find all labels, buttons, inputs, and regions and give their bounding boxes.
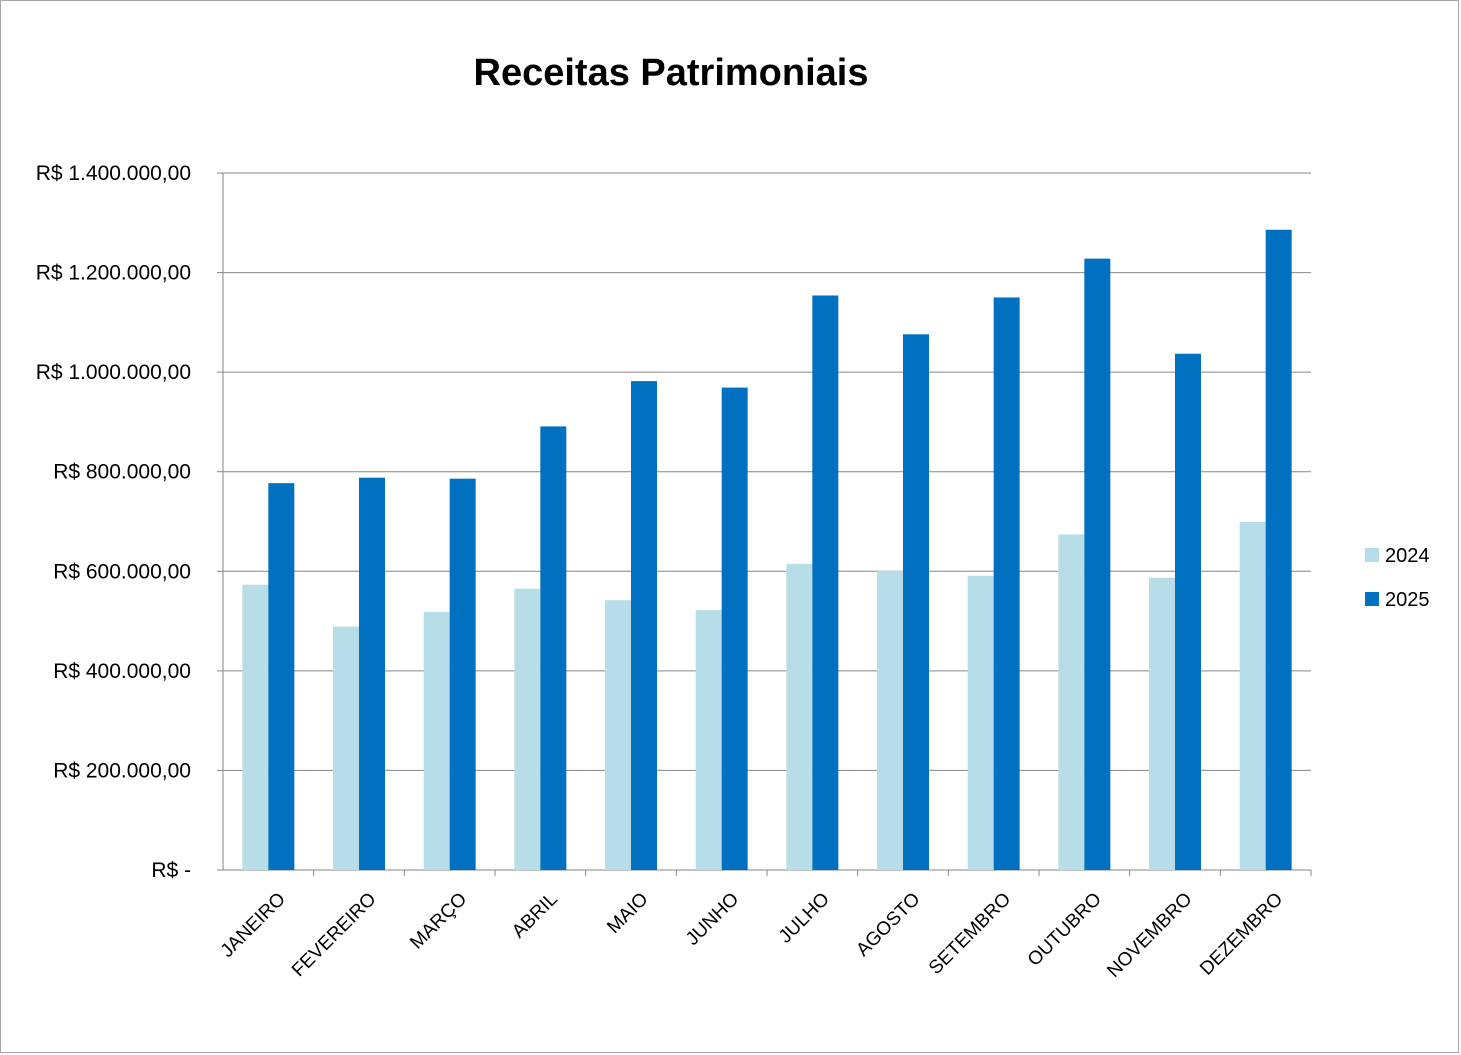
y-tick-labels: R$ - R$ 200.000,00 R$ 400.000,00 R$ 600.000… xyxy=(36,162,191,882)
bar-2025-janeiro xyxy=(268,483,295,870)
x-tick-label: JANEIRO xyxy=(217,889,290,962)
y-tick-label: R$ 600.000,00 xyxy=(53,560,191,583)
bar-2024-novembro xyxy=(1149,577,1175,870)
legend-swatch-2024 xyxy=(1365,548,1379,562)
bar-2025-junho xyxy=(721,387,748,870)
bar-2024-maio xyxy=(605,600,631,870)
bar-2025-novembro xyxy=(1175,353,1201,870)
x-tick-label: MAIO xyxy=(603,889,652,938)
bar-2024-agosto xyxy=(877,570,903,870)
y-tick-label: R$ 1.000.000,00 xyxy=(36,361,191,384)
y-tick-label: R$ 400.000,00 xyxy=(53,660,191,683)
x-tick-label: DEZEMBRO xyxy=(1196,889,1287,980)
bar-2024-setembro xyxy=(967,575,994,870)
chart-title: Receitas Patrimoniais xyxy=(474,52,869,94)
legend-swatch-2025 xyxy=(1365,592,1379,606)
y-tick-label: R$ 1.400.000,00 xyxy=(36,162,191,185)
legend-label-2024: 2024 xyxy=(1385,545,1430,567)
bar-2024-julho xyxy=(786,563,813,870)
bars xyxy=(242,229,1292,870)
y-tick-label: R$ 200.000,00 xyxy=(53,759,191,782)
bar-2024-janeiro xyxy=(242,584,269,870)
bar-2025-março xyxy=(449,478,476,870)
bar-2025-setembro xyxy=(993,297,1020,870)
legend-label-2025: 2025 xyxy=(1385,589,1430,611)
bar-2024-junho xyxy=(695,610,722,870)
bar-2025-agosto xyxy=(903,334,929,870)
legend: 2024 2025 xyxy=(1365,545,1430,611)
x-tick-label: JUNHO xyxy=(682,889,743,950)
bar-2024-outubro xyxy=(1058,534,1085,870)
x-tick-label: SETEMBRO xyxy=(925,889,1015,979)
bar-2024-fevereiro xyxy=(333,626,359,870)
bar-2025-fevereiro xyxy=(359,477,385,870)
x-tick-label: AGOSTO xyxy=(852,889,924,961)
bar-2025-outubro xyxy=(1084,258,1111,870)
bar-2024-dezembro xyxy=(1239,521,1266,870)
bar-2025-maio xyxy=(631,381,657,870)
bar-2025-dezembro xyxy=(1265,229,1292,870)
x-tick-label: MARÇO xyxy=(406,889,471,954)
bar-2024-abril xyxy=(514,588,541,870)
x-tick-label: NOVEMBRO xyxy=(1103,889,1196,982)
gridlines xyxy=(223,172,1311,771)
y-tick-label: R$ 1.200.000,00 xyxy=(36,262,191,285)
bar-2025-abril xyxy=(540,426,567,870)
x-tick-label: OUTUBRO xyxy=(1024,889,1106,971)
y-tick-label: R$ 800.000,00 xyxy=(53,461,191,484)
x-tick-label: JULHO xyxy=(775,889,834,948)
y-tick-label: R$ - xyxy=(151,859,191,882)
x-tick-label: FEVEREIRO xyxy=(288,889,380,981)
bar-2025-julho xyxy=(812,295,839,870)
axes xyxy=(217,172,1312,876)
bar-2024-março xyxy=(423,612,450,870)
x-tick-label: ABRIL xyxy=(508,889,562,943)
